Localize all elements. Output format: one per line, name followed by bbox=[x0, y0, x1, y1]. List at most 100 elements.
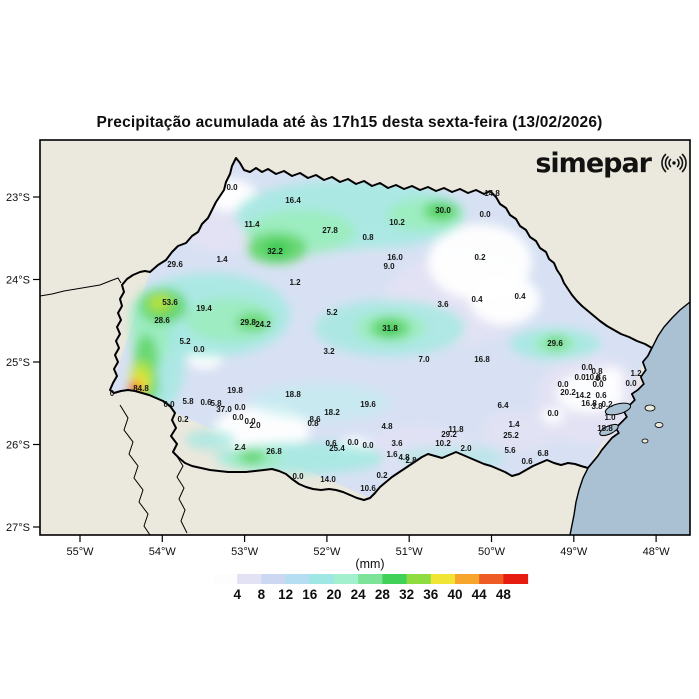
station-value: 29.2 bbox=[441, 430, 457, 439]
station-value: 0.0 bbox=[234, 403, 246, 412]
station-value: 37.0 bbox=[216, 405, 232, 414]
station-value: 2.8 bbox=[405, 456, 417, 465]
y-tick-label: 27°S bbox=[6, 522, 30, 534]
station-value: 2.4 bbox=[234, 443, 246, 452]
station-value: 14.0 bbox=[320, 475, 336, 484]
station-value: 5.6 bbox=[504, 446, 516, 455]
station-value: 10.8 bbox=[585, 373, 601, 382]
station-value: 19.4 bbox=[196, 304, 212, 313]
station-value: 25.4 bbox=[329, 444, 345, 453]
station-value: 24.2 bbox=[255, 320, 271, 329]
colorbar-segment bbox=[503, 574, 529, 584]
station-value: 16.8 bbox=[581, 399, 597, 408]
x-tick-label: 48°W bbox=[643, 546, 671, 558]
station-value: 84.8 bbox=[133, 384, 149, 393]
x-tick-label: 54°W bbox=[149, 546, 177, 558]
station-value: 0.6 bbox=[595, 374, 607, 383]
colorbar-segment bbox=[406, 574, 432, 584]
station-value: 0.0 bbox=[347, 438, 359, 447]
colorbar: (mm) 4 8 12 16 20 24 28 32 36 40 44 48 bbox=[213, 557, 529, 602]
station-value: 5.8 bbox=[182, 397, 194, 406]
colorbar-tick-label: 32 bbox=[399, 587, 414, 602]
colorbar-tick-label: 4 bbox=[233, 587, 241, 602]
station-value: 0.0 bbox=[547, 409, 559, 418]
station-value: 25.2 bbox=[503, 431, 519, 440]
station-value: 19.8 bbox=[227, 386, 243, 395]
station-value: 14.2 bbox=[575, 391, 591, 400]
station-value: 16.0 bbox=[387, 253, 403, 262]
station-value: 0.0 bbox=[557, 380, 569, 389]
simepar-logo-text: simepar bbox=[535, 147, 652, 179]
station-value: 19.6 bbox=[360, 400, 376, 409]
y-tick-label: 26°S bbox=[6, 440, 30, 452]
station-value: 16.4 bbox=[285, 196, 301, 205]
station-value: 20.2 bbox=[560, 388, 576, 397]
station-value: 0.0 bbox=[581, 363, 593, 372]
station-value: 6.4 bbox=[497, 401, 509, 410]
station-value: 0.6 bbox=[521, 457, 533, 466]
station-value: 3.8 bbox=[591, 402, 603, 411]
x-tick-label: 51°W bbox=[396, 546, 424, 558]
station-value: 27.8 bbox=[322, 226, 338, 235]
station-value: 4.8 bbox=[381, 422, 393, 431]
colorbar-tick-label: 16 bbox=[302, 587, 318, 602]
page-title: Precipitação acumulada até às 17h15 dest… bbox=[96, 114, 603, 131]
bay-inlet bbox=[604, 402, 632, 416]
x-tick-label: 55°W bbox=[66, 546, 94, 558]
colorbar-segment bbox=[213, 574, 238, 584]
precipitation-contours bbox=[129, 179, 645, 475]
station-value: 0.0 bbox=[226, 183, 238, 192]
station-value: 28.6 bbox=[154, 316, 170, 325]
station-value: 0.6 bbox=[595, 391, 607, 400]
colorbar-tick-labels: 4 8 12 16 20 24 28 32 36 40 44 48 bbox=[233, 587, 511, 602]
station-value: 1.2 bbox=[630, 369, 642, 378]
colorbar-segment bbox=[261, 574, 287, 584]
station-value: 16.8 bbox=[474, 355, 490, 364]
station-value: 0.2 bbox=[376, 471, 388, 480]
station-value: 0.8 bbox=[591, 367, 603, 376]
station-value: 0.0 bbox=[193, 345, 205, 354]
station-value: 0.4 bbox=[471, 295, 483, 304]
station-value: 0.0 bbox=[479, 210, 491, 219]
island bbox=[641, 438, 649, 444]
y-tick-label: 23°S bbox=[6, 192, 30, 204]
station-value: 10.2 bbox=[389, 218, 405, 227]
station-value: 1.2 bbox=[289, 278, 301, 287]
station-value: 0.8 bbox=[362, 233, 374, 242]
y-tick-label: 24°S bbox=[6, 275, 30, 287]
simepar-logo: simepar bbox=[508, 147, 690, 179]
radar-rings-icon bbox=[661, 153, 687, 173]
colorbar-tick-label: 24 bbox=[351, 587, 367, 602]
station-value: 9.0 bbox=[383, 262, 395, 271]
station-value: 1.0 bbox=[604, 413, 616, 422]
station-value: 0.0 bbox=[232, 413, 244, 422]
colorbar-segments bbox=[213, 574, 529, 584]
bay-inlet bbox=[599, 423, 619, 437]
neighbor-borders bbox=[39, 277, 188, 536]
colorbar-segment bbox=[237, 574, 262, 584]
colorbar-segment bbox=[285, 574, 311, 584]
station-value: 7.0 bbox=[418, 355, 430, 364]
station-value: 3.6 bbox=[437, 300, 449, 309]
station-value: 0.0 bbox=[292, 472, 304, 481]
station-value: 0.4 bbox=[514, 292, 526, 301]
station-value: 1.4 bbox=[508, 420, 520, 429]
x-axis: 55°W 54°W 53°W 52°W 51°W 50°W 49°W 48°W bbox=[66, 535, 670, 558]
colorbar-segment bbox=[430, 574, 456, 584]
colorbar-tick-label: 20 bbox=[326, 587, 341, 602]
colorbar-segment bbox=[309, 574, 335, 584]
station-value: 26.8 bbox=[266, 447, 282, 456]
station-value: 2.0 bbox=[249, 421, 261, 430]
station-value: 0.0 bbox=[625, 379, 637, 388]
station-value: 6.8 bbox=[537, 449, 549, 458]
station-value: 0.0 bbox=[244, 417, 256, 426]
station-value: 0.2 bbox=[177, 415, 189, 424]
station-value: 10.2 bbox=[435, 439, 451, 448]
colorbar-tick-label: 48 bbox=[496, 587, 512, 602]
station-value: 5.2 bbox=[179, 337, 191, 346]
station-value: 0.6 bbox=[200, 398, 212, 407]
station-value: 0.2 bbox=[474, 253, 486, 262]
station-value: 29.8 bbox=[240, 318, 256, 327]
station-value: 30.0 bbox=[435, 206, 451, 215]
